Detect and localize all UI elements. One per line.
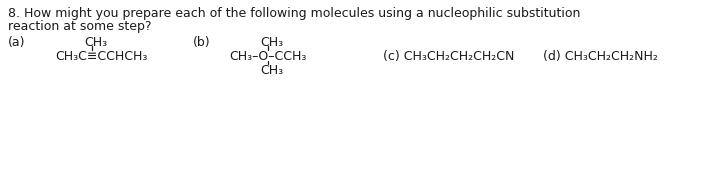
Text: reaction at some step?: reaction at some step? bbox=[8, 20, 152, 33]
Text: CH₃: CH₃ bbox=[260, 36, 283, 49]
Text: (c) CH₃CH₂CH₂CH₂CN: (c) CH₃CH₂CH₂CH₂CN bbox=[383, 50, 514, 63]
Text: CH₃–O–CCH₃: CH₃–O–CCH₃ bbox=[229, 50, 306, 63]
Text: (a): (a) bbox=[8, 36, 26, 49]
Text: (b): (b) bbox=[193, 36, 211, 49]
Text: CH₃C≡CCHCH₃: CH₃C≡CCHCH₃ bbox=[55, 50, 147, 63]
Text: CH₃: CH₃ bbox=[84, 36, 107, 49]
Text: CH₃: CH₃ bbox=[260, 64, 283, 77]
Text: 8. How might you prepare each of the following molecules using a nucleophilic su: 8. How might you prepare each of the fol… bbox=[8, 7, 581, 20]
Text: (d) CH₃CH₂CH₂NH₂: (d) CH₃CH₂CH₂NH₂ bbox=[543, 50, 658, 63]
